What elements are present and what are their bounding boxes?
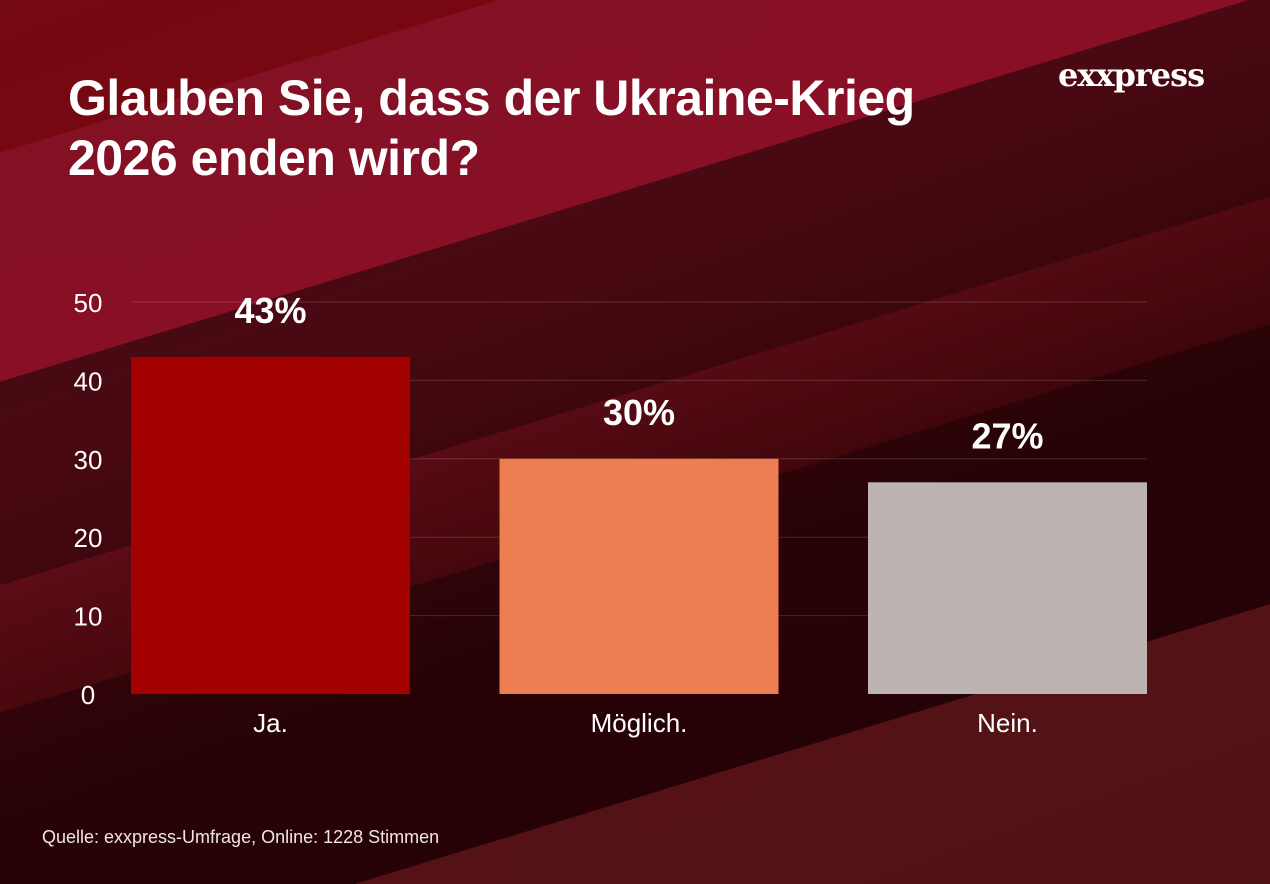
x-tick-label: Nein. — [977, 708, 1038, 738]
y-tick-label: 30 — [74, 445, 103, 475]
data-label: 43% — [234, 290, 306, 331]
data-label: 27% — [971, 415, 1043, 456]
title-line-2: 2026 enden wird? — [68, 130, 480, 186]
title-line-1: Glauben Sie, dass der Ukraine-Krieg — [68, 70, 915, 126]
chart-title: Glauben Sie, dass der Ukraine-Krieg 2026 … — [68, 68, 915, 188]
y-tick-label: 10 — [74, 602, 103, 632]
bar — [868, 482, 1147, 694]
bar — [131, 356, 410, 694]
y-tick-label: 0 — [81, 680, 95, 710]
y-tick-label: 20 — [74, 523, 103, 553]
exxpress-logo: exxpress — [1058, 56, 1205, 94]
source-note: Quelle: exxpress-Umfrage, Online: 1228 S… — [42, 827, 440, 847]
x-tick-label: Möglich. — [591, 708, 688, 738]
x-tick-label: Ja. — [253, 708, 288, 738]
y-tick-label: 40 — [74, 366, 103, 396]
data-label: 30% — [603, 392, 675, 433]
y-tick-label: 50 — [74, 288, 103, 318]
bar — [499, 458, 779, 694]
